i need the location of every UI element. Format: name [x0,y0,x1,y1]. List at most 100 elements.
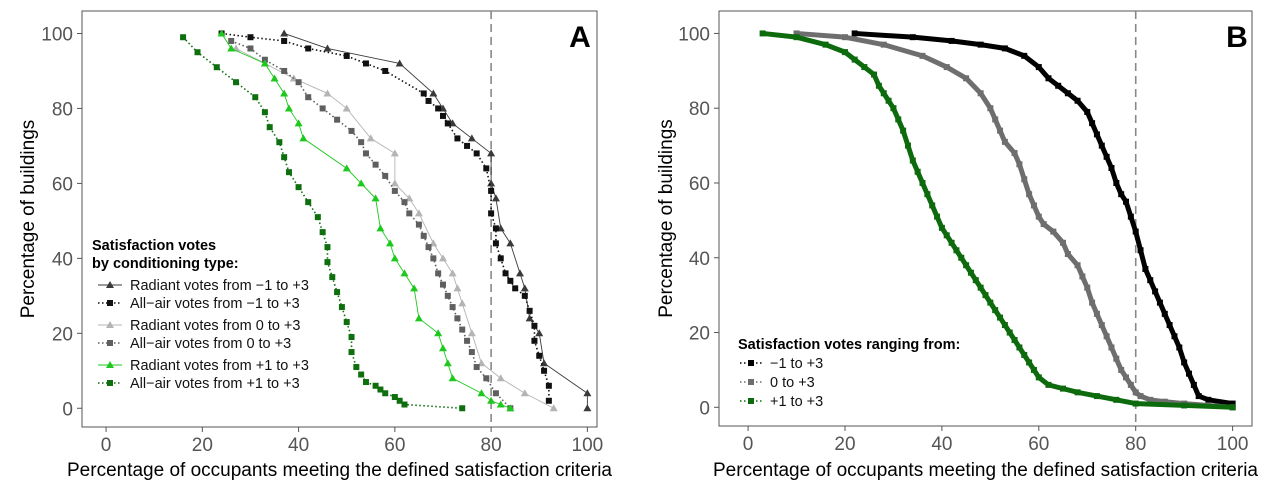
series-line [284,33,588,409]
data-point [1113,355,1120,362]
y-axis-title: Percentage of buildings [656,119,677,318]
data-point [512,285,519,292]
data-point [420,90,427,97]
data-point [890,105,897,112]
data-point [343,319,350,326]
data-point [506,239,515,247]
legend-key-square [748,398,754,404]
data-point [435,105,442,112]
data-point [353,364,360,371]
y-tick-label: 100 [678,24,710,45]
data-point [362,150,369,157]
legend-title: Satisfaction votes [92,238,216,254]
legend-key-square [748,360,754,366]
data-point [1181,359,1188,366]
data-point [390,179,399,187]
data-point [1035,213,1042,220]
data-point [487,396,496,404]
data-point [1001,45,1008,52]
data-point [1060,385,1067,392]
data-point [919,52,926,59]
x-tick-label: 100 [1217,434,1249,455]
data-point [444,120,451,127]
data-point [366,134,375,142]
data-point [1161,310,1168,317]
data-point [329,274,336,281]
data-point [992,307,999,314]
y-tick-label: 60 [52,174,73,195]
data-point [382,172,389,179]
data-point [438,344,447,352]
data-point [545,382,552,389]
legend-label: All−air votes from 0 to +3 [130,336,291,352]
data-point [1016,161,1023,168]
data-point [492,390,499,397]
data-point [319,105,326,112]
panel-letter: A [569,21,591,54]
data-point [401,199,408,206]
data-point [358,139,365,146]
data-point [531,337,538,344]
data-point [1156,299,1163,306]
data-point [281,67,288,74]
data-point [372,161,379,168]
data-point [1021,52,1028,59]
data-point [549,404,558,412]
y-tick-label: 80 [52,99,73,120]
data-point [391,394,398,401]
data-point [448,269,457,277]
data-point [987,105,994,112]
data-point [506,404,515,412]
x-axis-title: Percentage of occupants meeting the defi… [67,460,612,481]
data-point [233,79,240,86]
data-point [904,142,911,149]
data-point [997,314,1004,321]
legend-label: Radiant votes from 0 to +3 [130,318,300,334]
data-point [1074,97,1081,104]
data-point [435,270,442,277]
data-point [382,67,389,74]
data-point [1045,75,1052,82]
data-point [305,45,312,52]
data-point [885,97,892,104]
series-1 [793,30,1236,411]
y-tick-label: 20 [52,324,73,345]
data-point [488,210,495,217]
data-point [276,139,283,146]
data-point [270,74,279,82]
data-point [386,239,395,247]
data-point [477,389,486,397]
data-point [987,299,994,306]
data-point [958,254,965,261]
legend-label: +1 to +3 [770,394,823,410]
data-point [1171,333,1178,340]
legend-key-square [748,379,754,385]
series-5 [180,34,466,412]
legend-label: Radiant votes from +1 to +3 [130,358,309,374]
data-point [247,45,254,52]
data-point [467,134,476,142]
data-point [909,34,916,41]
data-point [1108,165,1115,172]
data-point [496,374,505,382]
data-point [1093,393,1100,400]
data-point [793,30,800,37]
series-0 [280,29,592,412]
legend: Satisfaction votes ranging from: −1 to +3… [738,337,960,410]
data-point [1089,299,1096,306]
data-point [1137,393,1144,400]
x-tick-label: 60 [1028,434,1049,455]
data-point [396,397,403,404]
data-point [919,179,926,186]
data-point [1205,396,1212,403]
data-point [483,375,490,382]
data-point [875,82,882,89]
data-point [525,314,534,322]
data-point [406,210,413,217]
data-point [1035,374,1042,381]
panel-letter: B [1226,21,1248,54]
data-point [914,168,921,175]
data-point [502,270,509,277]
data-point [520,389,529,397]
x-axis-title: Percentage of occupants meeting the defi… [713,460,1258,481]
